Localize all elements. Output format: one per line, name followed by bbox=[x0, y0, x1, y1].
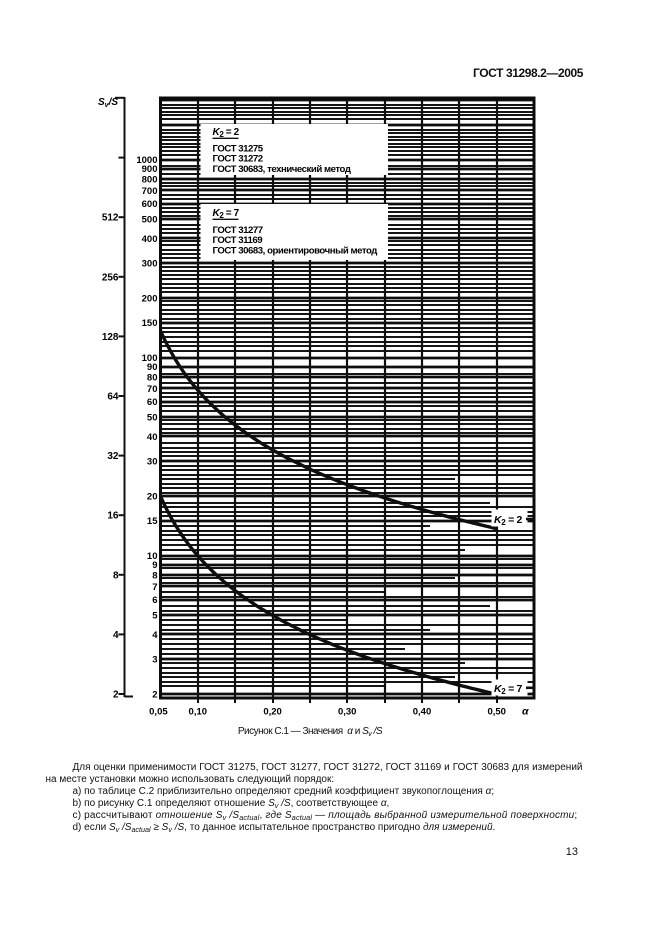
svg-text:150: 150 bbox=[142, 318, 158, 329]
svg-text:500: 500 bbox=[142, 215, 158, 226]
svg-text:512: 512 bbox=[102, 213, 119, 224]
svg-text:50: 50 bbox=[147, 413, 158, 424]
svg-text:ГОСТ 30683, ориентировочный ме: ГОСТ 30683, ориентировочный метод bbox=[213, 246, 378, 257]
svg-text:16: 16 bbox=[107, 511, 119, 522]
svg-text:600: 600 bbox=[142, 199, 158, 210]
svg-text:ГОСТ 31169: ГОСТ 31169 bbox=[213, 235, 263, 246]
svg-text:300: 300 bbox=[142, 259, 158, 270]
svg-text:ГОСТ 31272: ГОСТ 31272 bbox=[213, 154, 263, 165]
svg-text:20: 20 bbox=[147, 492, 158, 503]
svg-text:4: 4 bbox=[113, 630, 119, 641]
svg-text:1000: 1000 bbox=[136, 155, 157, 166]
svg-text:32: 32 bbox=[107, 451, 119, 462]
svg-text:K2 = 2: K2 = 2 bbox=[213, 127, 240, 139]
svg-text:40: 40 bbox=[147, 432, 158, 443]
svg-text:0,05: 0,05 bbox=[149, 707, 168, 718]
svg-text:10: 10 bbox=[147, 551, 158, 562]
svg-text:α: α bbox=[522, 706, 529, 718]
svg-text:200: 200 bbox=[142, 294, 158, 305]
svg-text:0,40: 0,40 bbox=[413, 707, 432, 718]
svg-text:30: 30 bbox=[147, 457, 158, 468]
svg-text:ГОСТ 31275: ГОСТ 31275 bbox=[213, 144, 264, 155]
svg-text:2: 2 bbox=[152, 690, 157, 701]
svg-text:K2 = 7: K2 = 7 bbox=[494, 683, 523, 696]
svg-text:5: 5 bbox=[152, 611, 158, 622]
svg-text:K2 = 2: K2 = 2 bbox=[494, 514, 523, 527]
svg-text:2: 2 bbox=[113, 690, 119, 701]
svg-text:9: 9 bbox=[152, 560, 157, 571]
svg-text:100: 100 bbox=[142, 353, 158, 364]
svg-text:0,20: 0,20 bbox=[263, 707, 282, 718]
svg-text:8: 8 bbox=[152, 570, 157, 581]
svg-text:4: 4 bbox=[152, 630, 158, 641]
svg-text:8: 8 bbox=[113, 570, 119, 581]
svg-text:3: 3 bbox=[152, 655, 157, 666]
svg-text:Sv/S: Sv/S bbox=[98, 97, 118, 109]
svg-text:K2 = 7: K2 = 7 bbox=[213, 208, 240, 220]
svg-text:400: 400 bbox=[142, 234, 158, 245]
svg-text:80: 80 bbox=[147, 372, 158, 383]
svg-text:700: 700 bbox=[142, 186, 158, 197]
svg-text:64: 64 bbox=[107, 392, 119, 403]
svg-text:256: 256 bbox=[102, 272, 119, 283]
svg-text:800: 800 bbox=[142, 174, 158, 185]
svg-text:900: 900 bbox=[142, 164, 158, 175]
svg-text:0,10: 0,10 bbox=[189, 707, 208, 718]
svg-text:6: 6 bbox=[152, 595, 157, 606]
svg-text:90: 90 bbox=[147, 362, 158, 373]
svg-text:60: 60 bbox=[147, 397, 158, 408]
svg-text:ГОСТ 30683, технический метод: ГОСТ 30683, технический метод bbox=[213, 164, 351, 175]
svg-text:7: 7 bbox=[152, 582, 157, 593]
svg-text:70: 70 bbox=[147, 384, 158, 395]
svg-text:128: 128 bbox=[102, 332, 119, 343]
svg-text:0,50: 0,50 bbox=[487, 707, 506, 718]
svg-text:ГОСТ 31277: ГОСТ 31277 bbox=[213, 225, 263, 236]
svg-text:0,30: 0,30 bbox=[338, 707, 357, 718]
svg-text:15: 15 bbox=[147, 516, 158, 527]
